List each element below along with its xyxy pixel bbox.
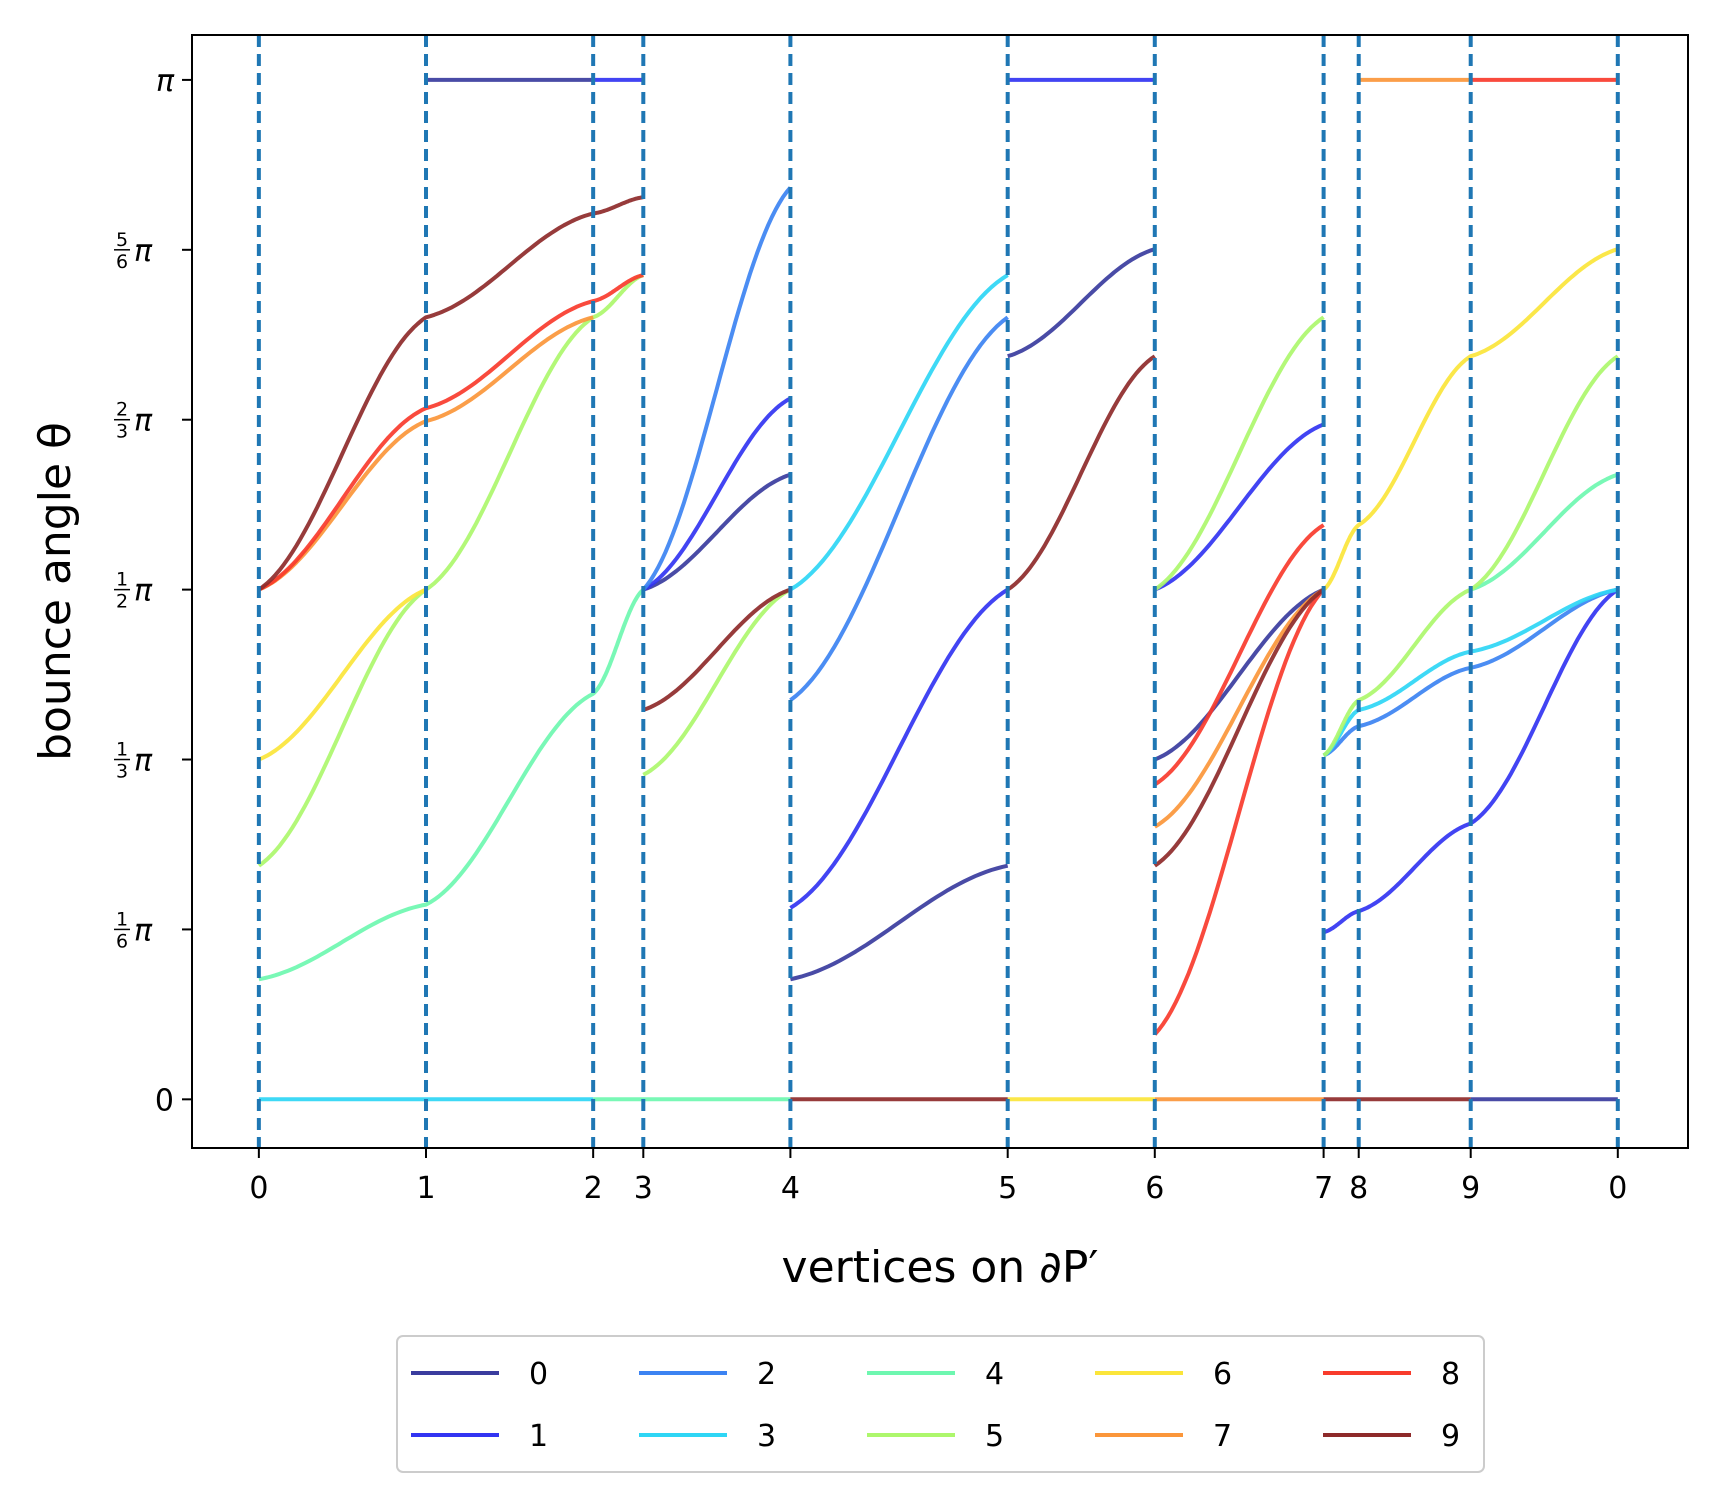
y-tick-numerator: 1 [116,569,128,591]
legend: 0 1 2 3 4 5 6 7 8 9 [396,1335,1485,1473]
legend-item-5: 5 [867,1419,1004,1454]
x-axis-title: vertices on ∂P′ [782,1242,1099,1293]
x-tick-label: 0 [1608,1171,1627,1206]
legend-label: 0 [529,1357,548,1392]
plot-frame [191,34,1689,1149]
y-tick-denominator: 6 [116,930,128,952]
legend-label: 9 [1441,1419,1460,1454]
legend-label: 7 [1213,1419,1232,1454]
series-line-1 [789,587,1009,910]
series-line-8 [1153,523,1325,787]
series-line-9 [1006,354,1156,592]
y-tick-label: 13 π [114,739,153,783]
legend-item-4: 4 [867,1357,1004,1392]
y-tick-pi: π [134,913,153,948]
y-tick-numerator: 2 [116,399,128,421]
y-tick-pi: π [134,234,153,269]
y-tick-numerator: 5 [116,229,128,251]
series-line-9 [1153,587,1325,868]
y-tick-pi: π [134,404,153,439]
x-tick-label: 6 [1145,1171,1164,1206]
legend-box [396,1335,1485,1473]
vertex-dashed-lines [256,35,1620,1148]
x-tick-label: 2 [584,1171,603,1206]
y-tick-pi: π [134,744,153,779]
y-tick-pi: π [134,574,153,609]
y-tick-denominator: 2 [116,591,128,613]
y-tick-label: π [156,64,175,99]
y-tick-label: 16 π [114,908,153,952]
legend-label: 3 [757,1419,776,1454]
series-line-7 [1153,587,1325,829]
x-tick-label: 5 [998,1171,1017,1206]
series-line-4 [1470,472,1619,592]
y-tick-denominator: 3 [116,761,128,783]
x-tick-label: 1 [416,1171,435,1206]
series-line-9 [257,195,645,592]
series-line-8 [258,273,645,592]
series-line-0 [1153,587,1325,762]
series-line-5 [257,273,645,868]
y-tick-denominator: 3 [116,421,128,443]
series-line-1 [1154,422,1325,592]
y-axis-ticks: 016 π13 π12 π23 π56 ππ [114,64,192,1118]
legend-item-8: 8 [1323,1357,1460,1392]
series-line-2 [789,315,1009,702]
legend-label: 4 [985,1357,1004,1392]
y-tick-denominator: 6 [116,251,128,273]
series-line-4 [258,588,645,982]
series-line-2 [1322,587,1619,758]
series-line-9 [642,587,792,712]
series-line-6 [258,587,427,762]
legend-item-9: 9 [1323,1419,1460,1454]
legend-label: 2 [757,1357,776,1392]
series-line-5 [642,587,792,777]
series-line-2 [641,186,792,591]
series-line-3 [1322,587,1619,758]
series-line-3 [789,273,1009,592]
x-tick-label: 7 [1314,1171,1333,1206]
series-line-1 [1322,587,1619,935]
series-lines [257,77,1619,1102]
y-tick-label: 23 π [114,399,153,443]
y-tick-label: 0 [155,1083,174,1118]
x-tick-label: 8 [1349,1171,1368,1206]
legend-item-2: 2 [639,1357,776,1392]
y-tick-label: 12 π [114,569,153,613]
legend-label: 5 [985,1419,1004,1454]
series-line-5 [1153,315,1325,592]
x-tick-label: 0 [249,1171,268,1206]
x-tick-label: 3 [634,1171,653,1206]
series-line-6 [1322,247,1619,592]
x-tick-label: 9 [1461,1171,1480,1206]
series-line-0 [642,472,792,592]
y-axis-title: bounce angle θ [30,422,81,761]
legend-item-6: 6 [1095,1357,1232,1392]
y-tick-numerator: 1 [116,739,128,761]
legend-item-1: 1 [411,1419,548,1454]
legend-label: 8 [1441,1357,1460,1392]
x-tick-label: 4 [781,1171,800,1206]
legend-item-7: 7 [1095,1419,1232,1454]
series-line-0 [1007,247,1156,359]
y-tick-numerator: 1 [116,908,128,930]
legend-label: 1 [529,1419,548,1454]
series-line-8 [1153,588,1326,1036]
series-line-5 [1322,354,1619,758]
legend-item-0: 0 [411,1357,548,1392]
series-line-1 [642,396,792,592]
legend-item-3: 3 [639,1419,776,1454]
series-line-0 [789,863,1009,982]
legend-label: 6 [1213,1357,1232,1392]
y-tick-label: 56 π [114,229,153,273]
